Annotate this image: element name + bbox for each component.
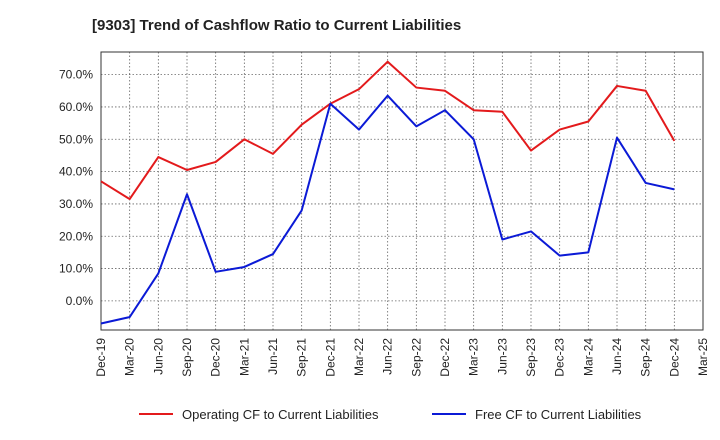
x-tick-label: Jun-24 [610, 338, 624, 375]
x-tick-label: Jun-23 [495, 338, 509, 375]
x-tick-label: Mar-23 [467, 338, 481, 376]
y-tick-label: 70.0% [59, 68, 93, 82]
x-tick-label: Jun-22 [381, 338, 395, 375]
x-tick-label: Sep-21 [295, 338, 309, 377]
y-tick-label: 30.0% [59, 197, 93, 211]
y-tick-label: 50.0% [59, 132, 93, 146]
series-layer [100, 60, 676, 325]
x-tick-label: Sep-20 [180, 338, 194, 377]
y-tick-label: 10.0% [59, 262, 93, 276]
x-tick-label: Dec-19 [94, 338, 108, 377]
legend-label-1: Operating CF to Current Liabilities [182, 407, 379, 422]
x-tick-label: Sep-24 [639, 338, 653, 377]
y-tick-label: 60.0% [59, 100, 93, 114]
x-tick-label: Mar-24 [581, 338, 595, 376]
x-tick-label: Mar-21 [237, 338, 251, 376]
y-tick-label: 0.0% [66, 294, 94, 308]
chart-title: [9303] Trend of Cashflow Ratio to Curren… [92, 17, 461, 34]
x-tick-label: Jun-20 [151, 338, 165, 375]
y-axis: 0.0% 10.0% 20.0% 30.0% 40.0% 50.0% 60.0% 70.0% [59, 68, 93, 308]
x-tick-label: Dec-24 [667, 338, 681, 377]
x-tick-label: Jun-21 [266, 338, 280, 375]
legend: Operating CF to Current Liabilities Free … [139, 407, 642, 422]
x-tick-label: Dec-22 [438, 338, 452, 377]
x-tick-label: Dec-20 [209, 338, 223, 377]
x-tick-label: Mar-25 [696, 338, 710, 376]
series-line-1 [100, 60, 676, 201]
plot-frame [100, 51, 704, 331]
y-tick-label: 20.0% [59, 229, 93, 243]
x-tick-label: Dec-23 [553, 338, 567, 377]
x-tick-label: Sep-23 [524, 338, 538, 377]
legend-label-2: Free CF to Current Liabilities [475, 407, 642, 422]
grid-layer [100, 52, 704, 330]
x-axis: Dec-19 Mar-20 Jun-20 Sep-20 Dec-20 Mar-21 Jun-… [94, 338, 710, 377]
x-tick-label: Mar-20 [123, 338, 137, 376]
series-line-2 [100, 94, 675, 325]
y-tick-label: 40.0% [59, 165, 93, 179]
x-tick-label: Mar-22 [352, 338, 366, 376]
x-tick-label: Dec-21 [323, 338, 337, 377]
x-tick-label: Sep-22 [409, 338, 423, 377]
